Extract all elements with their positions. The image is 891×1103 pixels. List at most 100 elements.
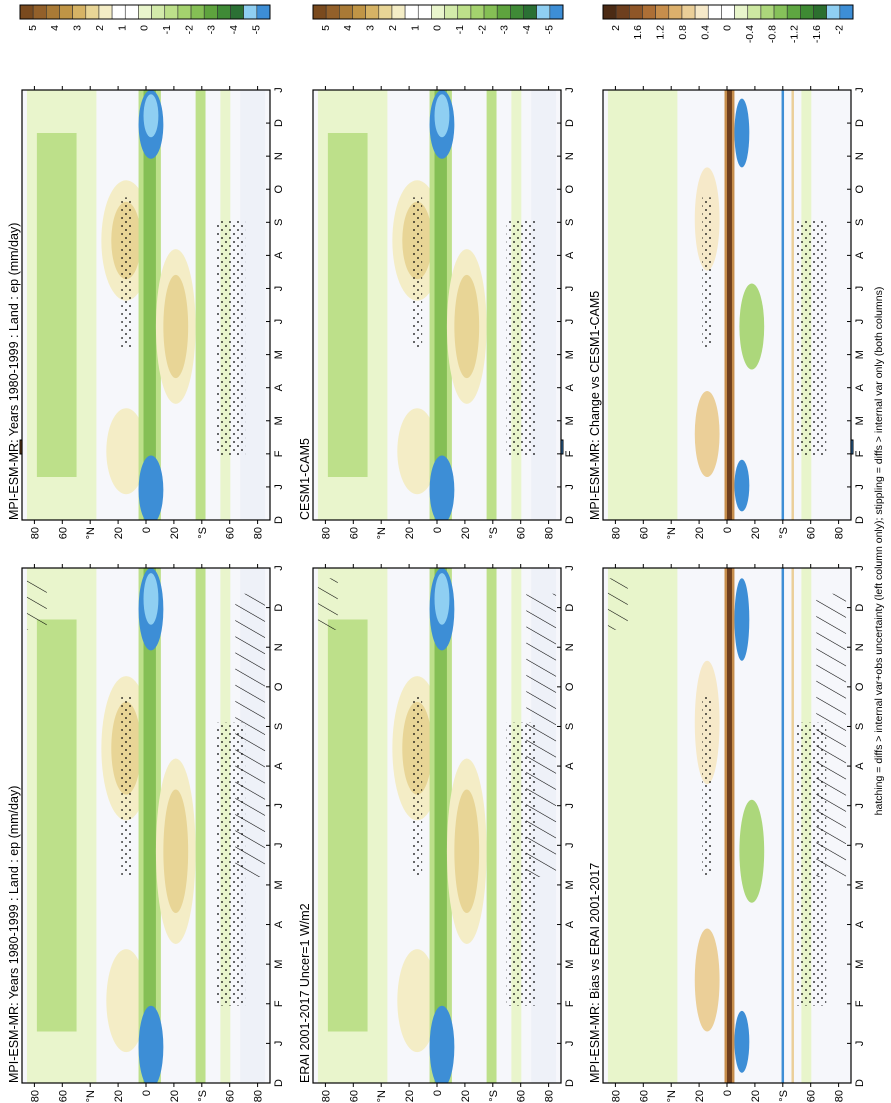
colorbar-swatch [826,4,841,20]
month-tick-label: J [854,843,866,849]
lat-tick-label: 20 [750,1090,762,1102]
lat-tick-label: 80 [544,1090,556,1102]
colorbar-swatch [312,4,327,20]
panel-title: CESM1-CAM5 [298,438,312,520]
month-tick-label: S [273,219,285,226]
month-tick-label: S [564,219,576,226]
colorbar-swatch [378,4,393,20]
lat-tick-label: 60 [516,1090,528,1102]
heatmap-cell [143,568,156,1083]
colorbar-swatch [98,4,113,20]
month-tick-label: O [273,682,285,691]
month-tick-label: A [273,920,285,928]
colorbar-swatch [72,4,87,20]
heatmap-cell [434,573,450,625]
colorbar-tick-label: 0 [722,25,734,31]
month-tick-label: D [854,1079,866,1087]
month-tick-label: A [564,251,576,259]
colorbar-tick-label: 5 [320,25,332,31]
panel-title: MPI-ESM-MR: Change vs CESM1-CAM5 [588,291,602,520]
month-tick-label: D [564,1079,576,1087]
lat-tick-label: 60 [57,527,69,539]
colorbar-swatch [190,4,205,20]
colorbar-swatch [629,4,643,20]
colorbar-tick-label: -1.2 [789,25,801,43]
colorbar-swatch [602,4,617,20]
lat-tick-label: 60 [348,527,360,539]
lat-tick-label: 20 [113,527,125,539]
colorbar-tick-label: 5 [27,25,39,31]
heatmap-cell [607,568,678,1083]
lat-tick-label: 60 [806,1090,818,1102]
heatmap-cell [138,1005,164,1083]
month-tick-label: D [273,516,285,524]
colorbar-swatch [668,4,683,20]
stippling-overlay [412,197,423,348]
colorbar-tick-label: 4 [49,25,61,31]
lat-tick-label: 0 [722,527,734,533]
month-tick-label: A [564,383,576,391]
colorbar-swatch [707,4,722,20]
month-tick-label: J [564,286,576,292]
colorbar: 5 4 3 2 1 0 -1 -2 -3 -4 -5 [19,4,271,34]
lat-tick-label: 20 [694,527,706,539]
colorbar-tick-label: 0.8 [677,25,689,40]
lat-tick-label: 80 [29,1090,41,1102]
lat-tick-label: °N [666,1090,678,1102]
colorbar-tick-label: -1 [454,25,466,34]
colorbar-swatch [32,4,47,20]
colorbar-tick-label: 1 [116,25,128,31]
month-tick-label: A [564,920,576,928]
lat-tick-label: 60 [806,527,818,539]
colorbar-swatch [483,4,498,20]
lat-tick-label: °N [85,1090,97,1102]
month-tick-label: D [564,516,576,524]
panel-title: MPI-ESM-MR: Bias vs ERAI 2001-2017 [588,863,602,1083]
lat-tick-label: 80 [320,527,332,539]
lat-tick-label: 0 [432,527,444,533]
month-tick-label: D [273,604,285,612]
month-tick-label: J [854,286,866,292]
month-tick-label: M [564,350,576,359]
colorbar-swatch [786,4,801,20]
month-tick-label: O [854,682,866,691]
month-tick-label: J [273,286,285,292]
colorbar-tick-label: -5 [250,25,262,34]
colorbar-tick-label: -4 [521,25,533,34]
month-tick-label: J [854,803,866,809]
lat-tick-label: 80 [320,1090,332,1102]
month-tick-label: J [564,565,576,571]
month-tick-label: A [854,383,866,391]
lat-tick-label: 0 [141,1090,153,1096]
month-tick-label: F [854,450,866,457]
month-tick-label: A [854,920,866,928]
colorbar-swatch [642,4,656,20]
heatmap-cell [791,568,794,1083]
heatmap-field [607,90,812,520]
colorbar-tick-label: 2 [610,25,622,31]
month-tick-label: M [854,416,866,425]
colorbar-swatch [203,4,218,20]
month-tick-label: M [273,416,285,425]
month-tick-label: M [854,350,866,359]
month-tick-label: S [564,723,576,730]
lat-tick-label: 80 [610,1090,622,1102]
lat-tick-label: 20 [113,1090,125,1102]
colorbar-swatch [19,4,34,20]
colorbar-swatch [339,4,353,20]
lat-tick-label: °N [376,1090,388,1102]
lat-tick-label: 60 [638,527,650,539]
month-tick-label: N [273,643,285,651]
heatmap-cell [486,568,497,1083]
month-tick-label: J [564,319,576,325]
colorbar-frame [602,4,854,20]
month-tick-label: J [854,484,866,490]
lat-tick-label: °N [376,527,388,539]
month-tick-label: M [564,416,576,425]
month-tick-label: N [854,152,866,160]
colorbar-tick-label: -3 [206,25,218,34]
month-tick-label: D [564,119,576,127]
month-tick-label: D [854,516,866,524]
month-tick-label: D [273,1079,285,1087]
month-tick-label: F [273,1000,285,1007]
